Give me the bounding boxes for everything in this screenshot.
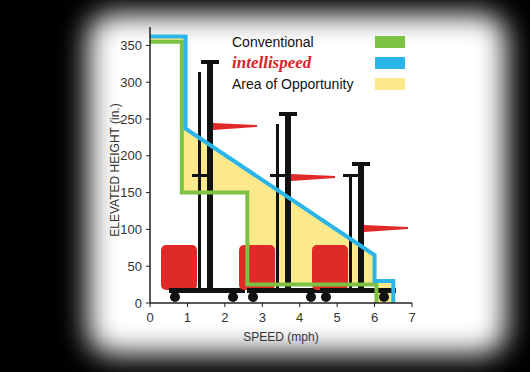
forklift-wheel <box>306 292 316 302</box>
forklift-cap <box>201 60 219 64</box>
forklift-mast <box>358 162 364 293</box>
legend-swatch <box>375 57 405 69</box>
forklift-forks <box>213 123 257 130</box>
forklift-wheel <box>321 292 331 302</box>
x-tick-label: 1 <box>184 310 191 325</box>
chart: 0 50 100 150 200 250 300 350 0 1 2 3 4 5 6 7 SPEED (mph)… <box>0 0 530 372</box>
forklift-mast <box>207 60 213 293</box>
y-tick-label: 300 <box>120 75 142 90</box>
x-tick-label: 5 <box>334 310 341 325</box>
forklift-wheel <box>379 292 389 302</box>
y-tick-label: 250 <box>120 112 142 127</box>
series-line <box>150 37 393 303</box>
legend-label: intellispeed <box>232 53 312 72</box>
y-tick-label: 50 <box>128 259 142 274</box>
x-tick-label: 6 <box>371 310 378 325</box>
forklift-mast-rear <box>198 72 201 290</box>
forklift-wheel <box>170 292 180 302</box>
legend-label: Area of Opportunity <box>232 76 353 92</box>
forklift-wheel <box>228 292 238 302</box>
x-tick <box>187 303 188 307</box>
y-axis <box>149 27 151 303</box>
forklifts <box>161 60 408 302</box>
forklift-wheel <box>248 292 258 302</box>
y-tick <box>146 82 150 83</box>
forklift-handle <box>343 174 358 177</box>
y-tick <box>146 192 150 193</box>
x-tick-label: 7 <box>408 310 415 325</box>
x-tick-label: 0 <box>146 310 153 325</box>
opportunity-area <box>150 37 393 303</box>
y-tick <box>146 155 150 156</box>
forklift-cap <box>352 162 370 166</box>
x-tick-label: 3 <box>259 310 266 325</box>
forklift-forks <box>364 225 408 232</box>
x-tick <box>299 303 300 307</box>
legend-label: Conventional <box>232 34 314 50</box>
x-tick <box>150 303 151 307</box>
forklift-mast-rear <box>276 124 279 290</box>
forklift-handle <box>192 174 207 177</box>
x-tick <box>224 303 225 307</box>
forklift-cap <box>279 112 297 116</box>
x-tick-label: 4 <box>296 310 303 325</box>
y-tick <box>146 45 150 46</box>
line-group <box>150 37 393 303</box>
y-tick-label: 350 <box>120 38 142 53</box>
y-axis-title: ELEVATED HEIGHT (in.) <box>108 103 122 236</box>
x-tick <box>412 303 413 307</box>
legend-swatch <box>375 78 405 90</box>
forklift-forks <box>291 174 335 181</box>
x-axis-title: SPEED (mph) <box>243 330 318 344</box>
forklift-body <box>161 245 197 290</box>
forklift-handle <box>270 174 285 177</box>
x-tick-label: 2 <box>221 310 228 325</box>
y-tick <box>146 119 150 120</box>
y-tick-label: 200 <box>120 148 142 163</box>
x-tick <box>337 303 338 307</box>
legend-swatch <box>375 36 405 48</box>
y-tick-label: 100 <box>120 222 142 237</box>
y-tick-label: 0 <box>135 296 142 311</box>
x-tick <box>262 303 263 307</box>
y-tick <box>146 266 150 267</box>
forklift-mast-rear <box>349 174 352 290</box>
forklift-mast <box>285 112 291 293</box>
y-tick <box>146 229 150 230</box>
y-tick <box>146 303 150 304</box>
x-axis <box>150 302 412 304</box>
x-tick <box>374 303 375 307</box>
area-group <box>150 37 393 303</box>
y-tick-label: 150 <box>120 185 142 200</box>
